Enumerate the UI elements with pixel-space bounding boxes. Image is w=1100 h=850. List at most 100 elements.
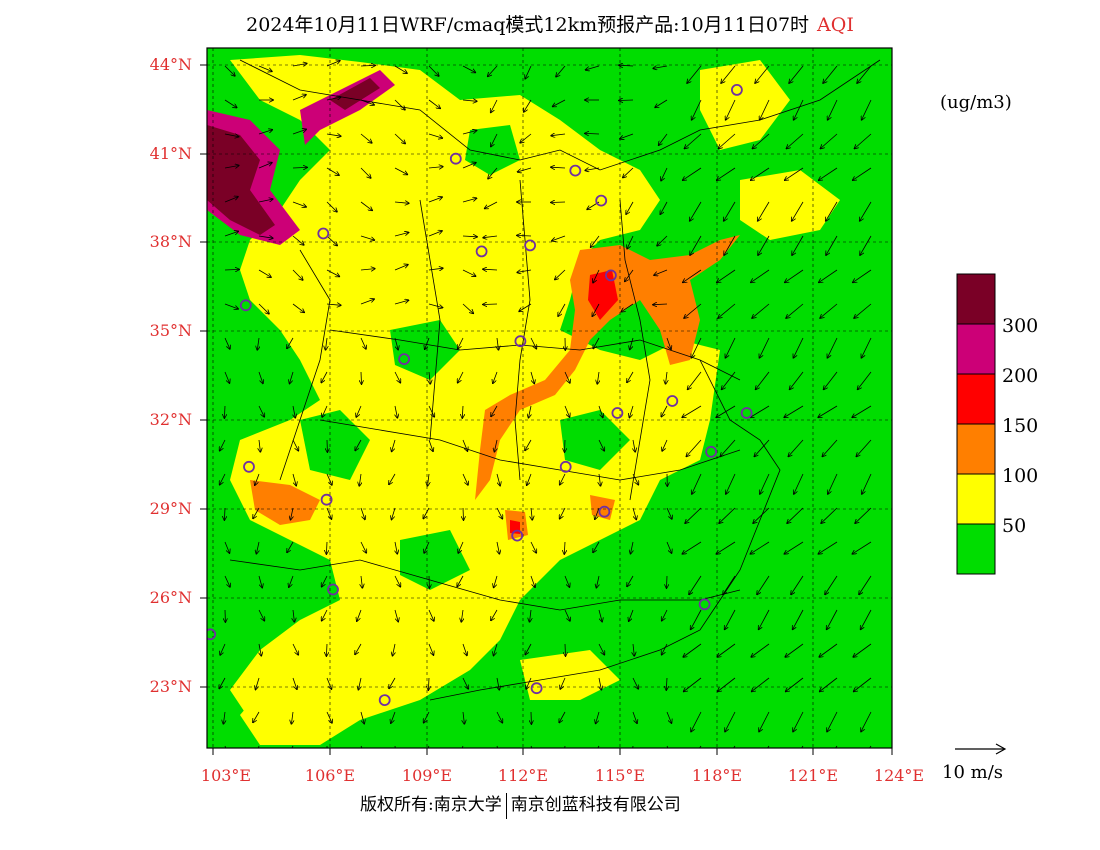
- wind-reference-label: 10 m/s: [942, 762, 1003, 783]
- wind-arrow: [687, 65, 702, 83]
- city-marker: [731, 84, 743, 96]
- wind-arrow: [826, 235, 838, 255]
- wind-arrow: [224, 405, 225, 418]
- wind-arrow: [224, 65, 235, 76]
- wind-arrow: [657, 235, 668, 246]
- wind-arrow: [428, 268, 443, 270]
- wind-arrow: [724, 235, 736, 255]
- colorbar-unit: (ug/m3): [940, 92, 1012, 113]
- wind-arrow: [661, 167, 668, 181]
- wind-arrow: [855, 133, 872, 149]
- wind-arrow: [859, 575, 872, 594]
- wind-arrow: [633, 439, 635, 452]
- wind-arrow: [220, 473, 226, 485]
- wind-arrow: [720, 439, 736, 456]
- wind-arrow: [258, 163, 272, 169]
- wind-arrow: [496, 711, 502, 723]
- wind-arrow: [758, 235, 770, 255]
- wind-arrow: [392, 507, 396, 520]
- wind-arrow: [689, 575, 702, 594]
- wind-arrow: [551, 167, 566, 168]
- wind-arrow: [835, 745, 838, 748]
- wind-arrow: [224, 269, 239, 270]
- city-marker: [378, 694, 391, 706]
- wind-arrow: [322, 405, 328, 417]
- wind-arrow: [488, 65, 498, 76]
- wind-arrow: [751, 269, 770, 282]
- wind-arrow: [255, 473, 260, 485]
- wind-arrow: [621, 303, 634, 312]
- wind-arrow: [428, 677, 429, 690]
- wind-arrow: [755, 65, 770, 83]
- wind-arrow: [862, 99, 872, 120]
- wind-arrow: [326, 134, 341, 136]
- wind-arrow: [258, 236, 273, 238]
- wind-arrow: [463, 507, 464, 520]
- wind-arrow: [361, 371, 362, 384]
- wind-arrow: [699, 745, 702, 748]
- title-main: 2024年10月11日WRF/cmaq模式12km预报产品:10月11日07时: [246, 14, 810, 36]
- wind-arrow: [565, 643, 566, 656]
- wind-arrow: [717, 643, 736, 657]
- city-marker: [475, 245, 488, 258]
- wind-arrow: [361, 575, 362, 588]
- wind-arrow: [525, 439, 532, 450]
- city-marker: [666, 395, 679, 407]
- wind-arrow: [292, 201, 306, 207]
- wind-arrow: [597, 371, 599, 384]
- lon-label: 109°E: [401, 766, 453, 785]
- wind-arrow: [685, 133, 702, 149]
- wind-arrow: [462, 677, 468, 689]
- wind-arrow: [552, 235, 566, 241]
- wind-arrow: [784, 405, 804, 417]
- wind-arrow: [630, 337, 634, 350]
- wind-arrow: [691, 337, 702, 358]
- wind-arrow: [224, 337, 230, 349]
- wind-arrow: [759, 337, 770, 358]
- wind-arrow: [551, 134, 566, 136]
- wind-arrow: [662, 439, 668, 451]
- wind-arrow: [787, 133, 804, 149]
- boundary-lines: [229, 59, 881, 701]
- wind-arrow: [564, 371, 570, 383]
- wind-arrow: [666, 677, 667, 690]
- wind-arrow: [620, 133, 634, 139]
- colorbar-unhealthy: [956, 373, 996, 425]
- wind-arrow: [753, 133, 770, 149]
- wind-arrow: [564, 405, 570, 417]
- wind-arrow: [586, 65, 600, 70]
- wind-arrow: [623, 167, 634, 178]
- wind-arrow: [360, 65, 375, 66]
- wind-arrow: [462, 303, 473, 313]
- wind-arrow: [662, 609, 668, 621]
- wind-arrow: [491, 133, 498, 147]
- colorbar-tick: 200: [1002, 365, 1039, 387]
- wind-arrow: [429, 371, 430, 384]
- wind-arrow: [760, 473, 770, 494]
- wind-arrow: [599, 473, 601, 486]
- wind-arrow: [394, 233, 409, 237]
- wind-arrow: [854, 303, 872, 318]
- lat-label: 38°N: [149, 232, 192, 251]
- wind-arrow: [256, 541, 259, 554]
- city-markers: [207, 84, 753, 706]
- wind-arrow: [862, 473, 872, 494]
- wind-arrow: [485, 201, 498, 209]
- wind-arrow: [393, 643, 396, 656]
- wind-arrow: [257, 337, 259, 350]
- wind-arrow: [853, 167, 872, 180]
- aqi-level-hazardous: [207, 78, 380, 235]
- wind-arrow: [519, 303, 532, 311]
- wind-arrow: [462, 405, 463, 418]
- wind-arrow: [483, 236, 498, 238]
- city-marker: [559, 460, 572, 473]
- footer-credit: 版权所有:南京大学 南京创蓝科技有限公司: [360, 790, 681, 819]
- wind-arrow: [596, 711, 600, 724]
- lon-label: 115°E: [594, 766, 646, 785]
- wind-arrow: [326, 507, 332, 519]
- colorbar-tick: 50: [1002, 515, 1027, 537]
- aqi-colorbar: [956, 273, 996, 575]
- wind-arrow: [820, 303, 838, 318]
- wind-arrow: [394, 202, 409, 203]
- wind-arrow: [683, 167, 702, 180]
